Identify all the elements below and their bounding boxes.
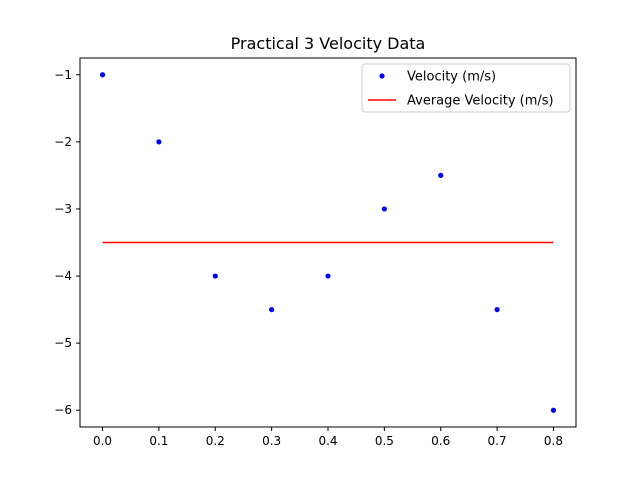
y-tick-label: −2 xyxy=(54,135,72,149)
velocity-point xyxy=(325,273,331,279)
x-tick-label: 0.5 xyxy=(375,434,394,448)
y-axis: −1 −2 −3 −4 −5 −6 xyxy=(54,68,80,417)
velocity-point xyxy=(156,139,162,145)
velocity-point xyxy=(438,172,444,179)
velocity-point xyxy=(269,306,275,313)
x-tick-label: 0.4 xyxy=(318,434,337,448)
chart-title: Practical 3 Velocity Data xyxy=(231,34,426,53)
y-tick-label: −1 xyxy=(54,68,72,82)
y-tick-label: −3 xyxy=(54,202,72,216)
x-tick-label: 0.2 xyxy=(206,434,225,448)
y-tick-label: −4 xyxy=(54,269,72,283)
velocity-point xyxy=(550,407,557,413)
legend-entry-label: Average Velocity (m/s) xyxy=(407,94,554,109)
x-tick-label: 0.0 xyxy=(93,434,112,448)
velocity-point xyxy=(99,72,106,78)
plot-marks xyxy=(99,72,557,413)
x-tick-label: 0.7 xyxy=(488,434,507,448)
x-tick-label: 0.1 xyxy=(149,434,168,448)
legend-box xyxy=(361,63,571,113)
legend: Velocity (m/s) Average Velocity (m/s) xyxy=(361,63,571,113)
y-tick-label: −5 xyxy=(54,336,72,350)
legend-point-swatch xyxy=(379,73,385,79)
velocity-point xyxy=(494,306,500,313)
x-tick-label: 0.3 xyxy=(262,434,281,448)
x-axis: 0.0 0.1 0.2 0.3 0.4 0.5 0.6 0.7 0.8 xyxy=(93,427,563,448)
legend-entry-label: Velocity (m/s) xyxy=(407,70,496,85)
velocity-point xyxy=(212,273,218,279)
x-tick-label: 0.6 xyxy=(431,434,450,448)
y-tick-label: −6 xyxy=(54,403,72,417)
velocity-point xyxy=(381,206,387,212)
x-tick-label: 0.8 xyxy=(544,434,563,448)
